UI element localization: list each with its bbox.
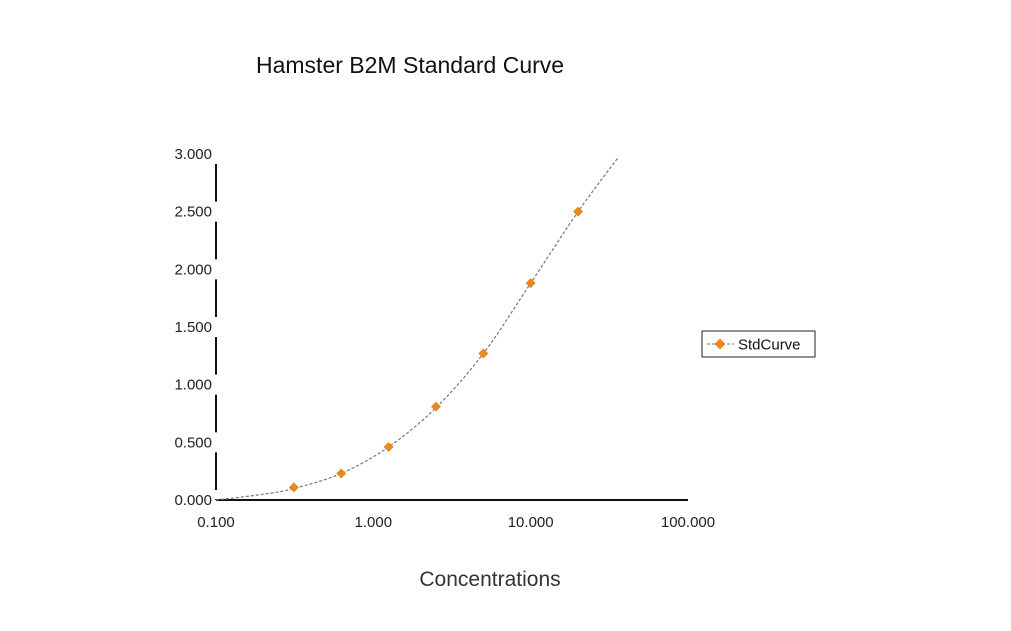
fit-line xyxy=(215,157,619,501)
legend-marker-swatch xyxy=(714,338,726,350)
fit-line-group xyxy=(215,157,619,501)
data-point xyxy=(478,348,489,359)
chart-title: Hamster B2M Standard Curve xyxy=(256,52,565,78)
y-tick-label: 2.500 xyxy=(174,204,212,221)
data-point xyxy=(383,441,394,452)
x-tick-label: 100.000 xyxy=(661,514,715,531)
x-tick-label: 0.100 xyxy=(197,514,235,531)
y-tick-label: 1.000 xyxy=(174,377,212,394)
data-point xyxy=(573,206,584,217)
legend-label: StdCurve xyxy=(738,337,801,354)
data-point xyxy=(525,278,536,289)
x-axis-label: Concentrations xyxy=(419,568,561,591)
y-tick-label: 2.000 xyxy=(174,261,212,278)
data-points-group xyxy=(288,206,584,493)
legend: StdCurve xyxy=(701,330,816,358)
y-tick-label: 0.500 xyxy=(174,434,212,451)
y-tick-label: 3.000 xyxy=(174,146,212,163)
data-point xyxy=(288,482,299,493)
data-point xyxy=(336,468,347,479)
y-tick-label: 0.000 xyxy=(174,492,212,509)
x-tick-label: 10.000 xyxy=(508,514,554,531)
data-point xyxy=(430,401,441,412)
y-tick-label: 1.500 xyxy=(174,319,212,336)
x-tick-label: 1.000 xyxy=(355,514,393,531)
chart-axes: 0.000 0.500 1.000 1.500 2.000 2.500 3.000 0.100… xyxy=(174,146,715,531)
